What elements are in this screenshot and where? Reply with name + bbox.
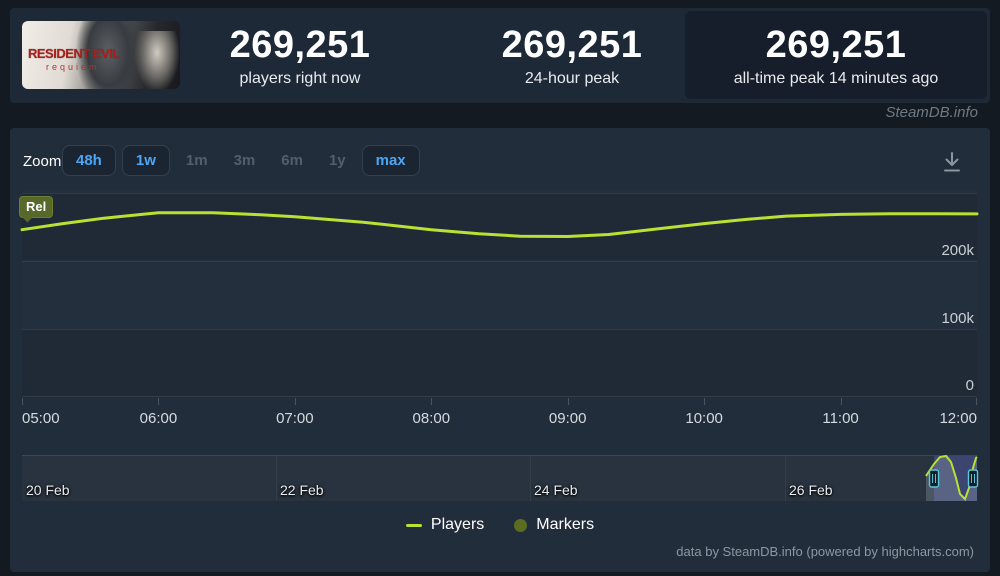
chart-panel: Zoom 48h 1w 1m 3m 6m 1y max 200k 100k 0 Rel 05:0… xyxy=(10,128,990,572)
zoom-label: Zoom xyxy=(23,153,62,170)
x-axis-label-12:00: 12:00 xyxy=(939,410,977,427)
zoom-range-3m: 3m xyxy=(233,152,256,169)
release-flag-marker[interactable]: Rel xyxy=(19,196,54,218)
zoom-range-1w[interactable]: 1w xyxy=(121,145,170,176)
legend-label-players: Players xyxy=(430,516,485,533)
navigator-date-22-Feb: 22 Feb xyxy=(280,482,324,498)
x-axis: 05:00 06:00 07:00 08:00 09:00 10:00 11:00 12:00 xyxy=(22,397,977,437)
y-axis-label-200k: 200k xyxy=(941,242,974,259)
legend-swatch-players xyxy=(405,523,422,527)
navigator-preview-chart xyxy=(925,454,979,501)
game-title: RESIDENT EVIL xyxy=(28,46,120,61)
gridline-0 xyxy=(22,396,977,397)
zoom-range-1y: 1y xyxy=(328,152,346,169)
stat-24h-peak-value: 269,251 xyxy=(501,24,643,66)
navigator-date-24-Feb: 24 Feb xyxy=(534,482,578,498)
x-axis-label-11:00: 11:00 xyxy=(822,410,859,427)
stat-24h-peak-label: 24-hour peak xyxy=(524,69,620,87)
x-axis-label-07:00: 07:00 xyxy=(276,410,314,427)
character-silhouette-2 xyxy=(134,31,180,89)
x-tick xyxy=(704,398,706,405)
x-axis-label-08:00: 08:00 xyxy=(412,410,451,427)
zoom-range-selector: 48h 1w 1m 3m 6m 1y max xyxy=(62,145,426,176)
players-series-line xyxy=(20,211,979,238)
steamdb-watermark: SteamDB.info xyxy=(885,104,978,121)
zoom-range-6m: 6m xyxy=(281,152,303,169)
plot-band xyxy=(22,329,977,396)
character-silhouette xyxy=(76,21,140,89)
x-axis-label-06:00: 06:00 xyxy=(139,410,178,427)
navigator-area-fill xyxy=(926,456,977,501)
plot-area[interactable]: 200k 100k 0 Rel xyxy=(19,190,979,397)
zoom-range-48h[interactable]: 48h xyxy=(62,145,116,176)
navigator-date-26-Feb: 26 Feb xyxy=(789,482,833,498)
stat-alltime-peak-label: all-time peak 14 minutes ago xyxy=(733,69,939,87)
zoom-range-max[interactable]: max xyxy=(361,145,420,176)
x-tick xyxy=(22,398,23,405)
zoom-range-1m: 1m xyxy=(185,152,208,169)
stat-players-now-label: players right now xyxy=(239,69,361,87)
navigator-gridline xyxy=(785,456,786,501)
x-axis-label-05:00: 05:00 xyxy=(22,410,60,427)
legend-item-players[interactable]: Players xyxy=(405,516,485,534)
y-axis-label-0: 0 xyxy=(965,377,974,394)
game-banner[interactable]: RESIDENT EVIL requiem xyxy=(22,21,180,89)
stat-players-now-value: 269,251 xyxy=(229,24,371,66)
legend-swatch-markers xyxy=(514,518,528,532)
gridline-100000 xyxy=(22,329,977,330)
x-tick xyxy=(431,398,433,405)
players-line-chart xyxy=(20,211,979,238)
navigator-date-20-Feb: 20 Feb xyxy=(26,482,70,498)
y-axis-label-100k: 100k xyxy=(941,310,974,327)
stat-alltime-peak-value: 269,251 xyxy=(765,24,907,66)
navigator-right-handle[interactable] xyxy=(967,469,979,488)
x-axis-label-10:00: 10:00 xyxy=(685,410,723,427)
navigator-gridline xyxy=(530,456,531,501)
x-tick xyxy=(840,398,842,405)
navigator-series-line xyxy=(925,454,978,501)
legend-item-markers[interactable]: Markers xyxy=(514,516,594,534)
navigator-left-handle[interactable] xyxy=(928,469,940,488)
navigator-gridline xyxy=(276,456,277,501)
plot-band xyxy=(22,193,977,260)
x-axis-label-09:00: 09:00 xyxy=(548,410,587,427)
stat-alltime-peak-card: 269,251 all-time peak 14 minutes ago xyxy=(685,11,987,99)
credits-text: data by SteamDB.info (powered by highcha… xyxy=(676,544,974,559)
x-tick xyxy=(294,398,296,405)
x-tick xyxy=(976,398,977,405)
legend: Players Markers xyxy=(10,516,990,534)
game-subtitle: requiem xyxy=(46,62,100,72)
x-tick xyxy=(158,398,160,405)
gridline-200000 xyxy=(22,261,977,262)
x-tick xyxy=(567,398,569,405)
header-stats-bar: RESIDENT EVIL requiem 269,251 players ri… xyxy=(10,8,990,103)
download-icon[interactable] xyxy=(938,148,966,176)
stat-alltime-peak: 269,251 all-time peak 14 minutes ago xyxy=(686,24,986,88)
stat-players-now: 269,251 players right now xyxy=(150,24,450,88)
download-arrow-glyph xyxy=(944,152,960,172)
stat-24h-peak: 269,251 24-hour peak xyxy=(422,24,722,88)
legend-label-markers: Markers xyxy=(536,516,595,533)
gridline-300000 xyxy=(22,193,977,194)
navigator-scrollbar[interactable]: 20 Feb 22 Feb 24 Feb 26 Feb xyxy=(22,454,979,501)
